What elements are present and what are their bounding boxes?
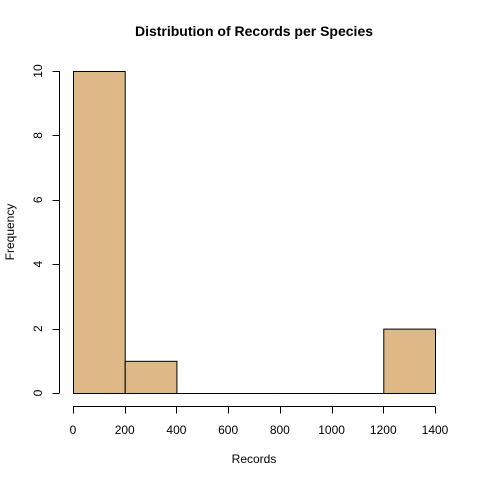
histogram-bar-1: [124, 360, 178, 394]
bars-group: [73, 71, 436, 395]
chart-title: Distribution of Records per Species: [135, 23, 373, 39]
x-tick-label-6: 1200: [370, 423, 397, 437]
x-tick-label-5: 1000: [318, 423, 345, 437]
x-axis-label: Records: [232, 452, 277, 466]
y-tick-label-2: 4: [31, 261, 45, 268]
x-tick-label-1: 200: [115, 423, 135, 437]
y-axis: 0 2 4 6 8 10: [31, 64, 60, 396]
y-tick-label-3: 6: [31, 196, 45, 203]
y-axis-label: Frequency: [3, 204, 17, 261]
y-tick-label-5: 10: [31, 64, 45, 78]
histogram-bar-0: [73, 71, 126, 394]
x-tick-label-0: 0: [70, 423, 77, 437]
y-tick-label-1: 2: [31, 325, 45, 332]
y-tick-label-4: 8: [31, 132, 45, 139]
histogram-bar-6: [383, 328, 436, 395]
y-tick-label-0: 0: [31, 389, 45, 396]
x-tick-label-3: 600: [218, 423, 238, 437]
x-axis: 0 200 400 600 800 1000 1200 1400: [70, 406, 449, 437]
x-tick-label-2: 400: [166, 423, 186, 437]
x-tick-label-4: 800: [270, 423, 290, 437]
x-tick-label-7: 1400: [422, 423, 449, 437]
